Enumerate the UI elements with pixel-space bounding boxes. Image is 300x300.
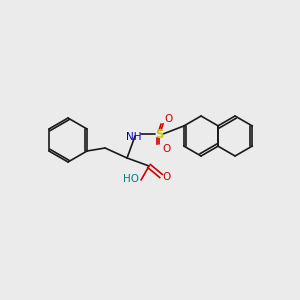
Text: HO: HO — [123, 174, 139, 184]
Text: NH: NH — [126, 132, 142, 142]
Text: O: O — [164, 114, 172, 124]
Text: S: S — [155, 128, 163, 140]
Text: O: O — [162, 172, 170, 182]
Text: O: O — [162, 144, 170, 154]
